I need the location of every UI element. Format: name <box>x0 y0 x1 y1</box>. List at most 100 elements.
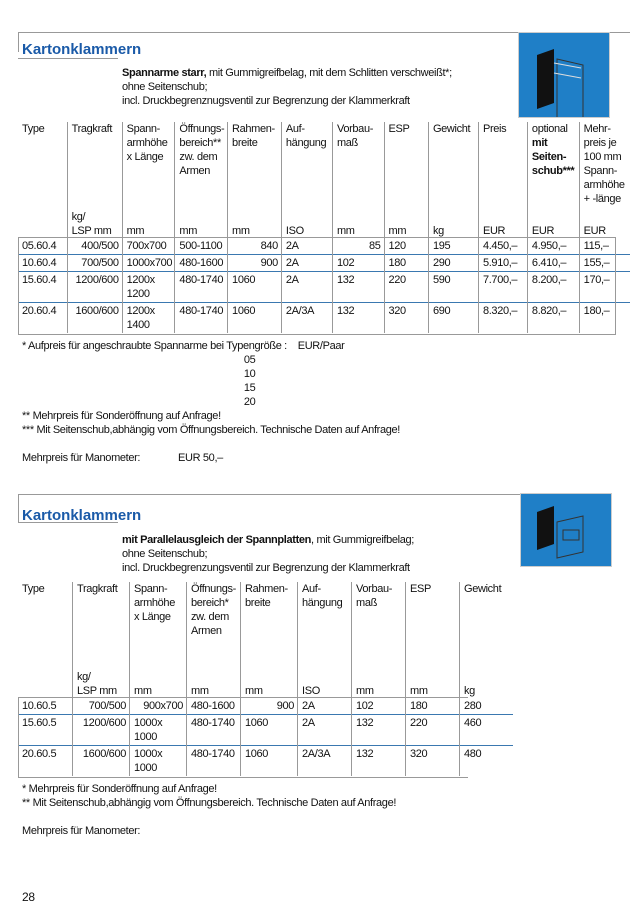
column-header: Preis <box>477 122 528 210</box>
footnote <box>22 437 630 451</box>
header-line: x Länge <box>126 151 164 163</box>
table-cell: 102 <box>331 254 385 272</box>
column-unit: mm <box>121 210 175 238</box>
table-cell: 2A/3A <box>280 302 333 333</box>
cell-line: 2A/3A <box>302 748 331 760</box>
table-cell: 6.410,– <box>526 254 580 272</box>
subtitle-line: ohne Seitenschub; <box>122 81 208 93</box>
footnote: 10 <box>22 368 256 380</box>
spec-section: Type Tragkraft Spann-armhöhe x Länge Öffnung… <box>18 582 513 838</box>
cell-line: 132 <box>356 717 374 729</box>
table-cell: 8.320,– <box>477 302 528 333</box>
table-cell: 10.60.5 <box>18 698 73 715</box>
cell-line: 10.60.4 <box>22 257 57 269</box>
header-line: hängung <box>302 597 343 609</box>
cell-line: 1000x <box>134 748 163 760</box>
cell-line: 05.60.4 <box>22 240 57 252</box>
header-line: bereich** <box>179 137 221 149</box>
table-cell: 4.950,– <box>526 238 580 255</box>
section-corner <box>18 32 19 52</box>
column-unit: kg <box>459 670 513 698</box>
unit-line: mm <box>356 685 374 697</box>
header-line: Mehr- <box>583 123 611 135</box>
cell-line: 480-1740 <box>179 274 224 286</box>
cell-line: 8.200,– <box>531 274 567 286</box>
cell-line: 1200x <box>126 305 156 317</box>
column-header: Gewicht <box>459 582 513 670</box>
header-line: Vorbau- <box>336 123 374 135</box>
cell-line: 900 <box>260 257 279 269</box>
table-cell: 132 <box>331 302 385 333</box>
cell-line: 155,– <box>583 257 610 269</box>
table-cell: 1060 <box>227 302 282 333</box>
header-line: Spann- <box>126 123 161 135</box>
table-cell: 1200x 1400 <box>121 302 175 333</box>
cell-line: 7.700,– <box>482 274 518 286</box>
cell-line: 320 <box>388 305 407 317</box>
table-cell: 900 <box>227 254 282 272</box>
header-line: Auf- <box>302 583 321 595</box>
section-corner <box>18 494 19 522</box>
table-cell: 900x700 <box>129 698 187 715</box>
title-underline <box>18 58 118 59</box>
section-divider <box>18 494 532 495</box>
column-header: Gewicht <box>427 122 479 210</box>
table-cell: 2A <box>280 271 333 303</box>
table-cell: 840 <box>227 238 282 255</box>
table-body: 05.60.4 400/500 700x700 500-1100 840 2A 85 120 1… <box>18 238 630 333</box>
table-cell: 1200x 1200 <box>121 271 175 303</box>
unit-line: mm <box>191 685 209 697</box>
cell-line: 1200/600 <box>75 274 119 286</box>
table-cell: 460 <box>459 714 513 746</box>
column-unit: mm <box>186 670 241 698</box>
column-header: Mehr-preis je 100 mm Spann-armhöhe + -länge <box>578 122 630 210</box>
unit-line: mm <box>245 685 263 697</box>
header-line: armhöhe <box>126 137 168 149</box>
table-cell: 05.60.4 <box>18 238 67 255</box>
table-cell: 1200/600 <box>66 271 123 303</box>
header-line: breite <box>232 137 258 149</box>
cell-line: 700x700 <box>126 240 167 252</box>
unit-line: kg <box>432 225 444 237</box>
header-line: Auf- <box>285 123 305 135</box>
carton-clamp-icon <box>537 49 584 130</box>
table-cell: 1000x700 <box>121 254 175 272</box>
header-line: Armen <box>179 165 211 177</box>
subtitle-text: , mit Gummigreifbelag; <box>311 534 414 546</box>
cell-line: 2A <box>285 257 299 269</box>
table-cell: 195 <box>427 238 479 255</box>
cell-line: 1060 <box>232 274 256 286</box>
unit-row: kg/LSP mm mm mm mm ISO mm mm kg <box>18 670 513 698</box>
cell-line: 900 <box>276 700 295 712</box>
cell-line: 2A/3A <box>285 305 315 317</box>
cell-line: 460 <box>464 717 482 729</box>
cell-line: 1200x <box>126 274 156 286</box>
column-header: Rahmen-breite <box>227 122 282 210</box>
footnotes: * Mehrpreis für Sonderöffnung auf Anfrag… <box>22 782 513 838</box>
table-cell: 20.60.5 <box>18 746 73 777</box>
table-cell: 480-1600 <box>174 254 228 272</box>
table-row: 10.60.5 700/500 900x700 480-1600 900 2A 102 180… <box>18 698 513 715</box>
table-cell: 155,– <box>578 254 630 272</box>
unit-line: kg/ <box>71 211 86 223</box>
subtitle-bold: Spannarme starr, <box>122 67 207 79</box>
header-row: Type Tragkraft Spann-armhöhe x Länge Öffnung… <box>18 122 630 210</box>
table-cell: 480-1740 <box>186 745 241 776</box>
cell-line: 1000x700 <box>126 257 173 269</box>
header-line: schub*** <box>531 165 575 177</box>
column-unit: kg/LSP mm <box>72 670 130 698</box>
table-cell: 480-1740 <box>174 271 228 303</box>
table-cell: 320 <box>383 302 429 333</box>
table-cell: 180 <box>383 254 429 272</box>
cell-line: 6.410,– <box>531 257 567 269</box>
subtitle-line: ohne Seitenschub; <box>122 548 208 560</box>
table-cell: 480-1740 <box>174 302 228 333</box>
header-line: Spann- <box>134 583 168 595</box>
table-cell: 120 <box>383 238 429 255</box>
column-unit: EUR <box>477 210 528 238</box>
unit-line: kg/ <box>77 671 91 683</box>
column-header: Auf-hängung <box>280 122 333 210</box>
table-cell: 132 <box>331 271 385 303</box>
column-header: Öffnungs-bereich* zw. dem Armen <box>186 582 241 670</box>
table-body: 10.60.5 700/500 900x700 480-1600 900 2A 102 180… <box>18 698 513 776</box>
